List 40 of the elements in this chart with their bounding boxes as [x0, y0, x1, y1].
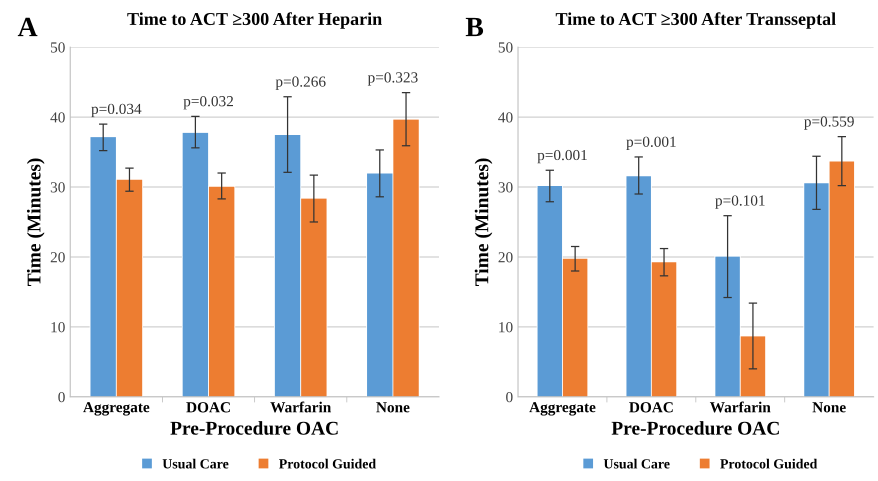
x-tick-label: DOAC	[186, 402, 230, 412]
annotation: p=0.101	[715, 195, 765, 209]
y-tick-label: 50	[50, 42, 65, 53]
y-tick-label: 30	[50, 182, 65, 192]
y-tick-label: 10	[499, 322, 513, 332]
legend-label: Protocol Guided	[279, 458, 376, 469]
chart-title: Time to ACT ≥300 After Heparin	[127, 12, 382, 29]
y-tick-label: 40	[498, 112, 513, 123]
y-tick-label: 40	[50, 112, 65, 123]
x-tick-label: Aggregate	[83, 402, 150, 416]
y-tick-label: 0	[58, 392, 65, 402]
x-tick-label: Warfarin	[710, 402, 771, 413]
y-tick-label: 30	[498, 182, 513, 192]
legend-label: Protocol Guided	[720, 458, 818, 469]
annotation: p=0.266	[276, 76, 326, 90]
x-tick-label: DOAC	[629, 402, 673, 412]
legend-label: Usual Care	[604, 458, 670, 469]
x-tick-label: None	[376, 402, 410, 412]
annotation: p=0.032	[183, 96, 233, 110]
text: B	[466, 18, 484, 36]
annotation: p=0.034	[91, 104, 142, 118]
x-tick-label: None	[812, 402, 846, 412]
y-tick-label: 50	[498, 42, 513, 53]
annotation: p=0.323	[368, 72, 418, 86]
x-axis-title: Pre-Procedure OAC	[170, 421, 338, 435]
legend-label: Usual Care	[162, 458, 228, 469]
y-axis-title: Time (Minutes)	[26, 158, 45, 286]
annotation: p=0.559	[804, 116, 854, 130]
y-tick-label: 10	[51, 322, 65, 332]
y-tick-label: 20	[50, 252, 65, 262]
y-axis-title: Time (Minutes)	[474, 158, 492, 286]
text: A	[18, 18, 38, 36]
x-tick-label: Warfarin	[270, 402, 332, 413]
x-tick-label: Aggregate	[529, 402, 596, 416]
annotation: p=0.001	[537, 150, 587, 164]
annotation: p=0.001	[626, 136, 676, 150]
chart-title: Time to ACT ≥300 After Transseptal	[556, 12, 836, 29]
x-axis-title: Pre-Procedure OAC	[612, 421, 779, 435]
y-tick-label: 0	[506, 392, 513, 402]
y-tick-label: 20	[498, 252, 513, 262]
